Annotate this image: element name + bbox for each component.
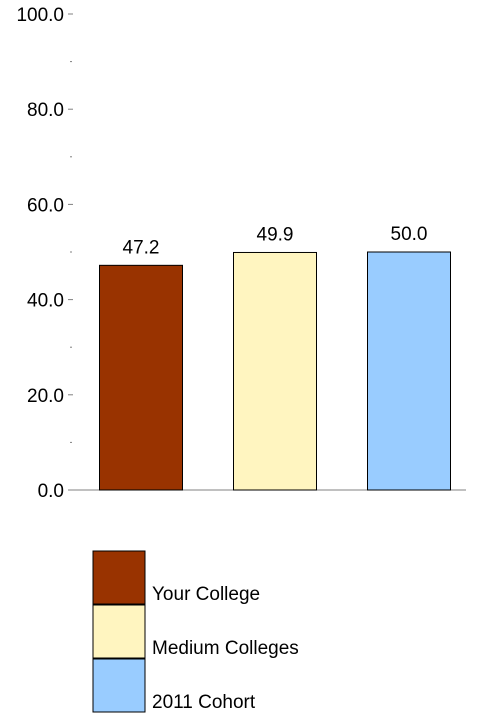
bar-value-label: 50.0 bbox=[391, 224, 428, 245]
legend-label: Medium Colleges bbox=[152, 638, 299, 659]
legend-swatch bbox=[92, 604, 146, 659]
legend: Your College Medium Colleges 2011 Cohort bbox=[92, 550, 299, 713]
y-tick-label: 0.0 bbox=[38, 481, 64, 502]
bar-medium-colleges bbox=[233, 251, 317, 491]
bar-your-college bbox=[99, 264, 183, 491]
value-labels: 47.2 49.9 50.0 bbox=[123, 224, 428, 258]
y-tick-label: 60.0 bbox=[27, 195, 64, 216]
bar-value-label: 49.9 bbox=[257, 224, 294, 245]
legend-label: 2011 Cohort bbox=[152, 692, 256, 713]
bars bbox=[99, 251, 451, 491]
y-tick-label: 40.0 bbox=[27, 291, 64, 312]
legend-swatch bbox=[92, 658, 146, 713]
y-axis: 0.0 20.0 40.0 60.0 80.0 100.0 bbox=[16, 5, 466, 502]
legend-swatch bbox=[92, 550, 146, 605]
legend-label: Your College bbox=[152, 584, 260, 605]
y-tick-label: 20.0 bbox=[27, 386, 64, 407]
y-tick-label: 100.0 bbox=[16, 5, 64, 26]
bar-2011-cohort bbox=[367, 251, 451, 491]
y-tick-label: 80.0 bbox=[27, 100, 64, 121]
bar-value-label: 47.2 bbox=[123, 237, 160, 258]
